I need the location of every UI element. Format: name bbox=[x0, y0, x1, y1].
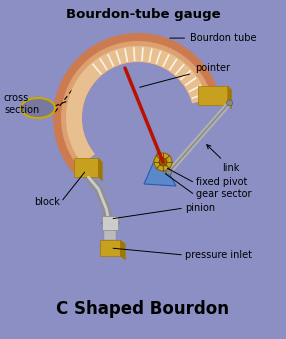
Text: pressure inlet: pressure inlet bbox=[185, 250, 252, 260]
Polygon shape bbox=[74, 158, 98, 177]
Text: C Shaped Bourdon: C Shaped Bourdon bbox=[57, 300, 229, 318]
Text: cross
section: cross section bbox=[4, 93, 39, 115]
Bar bbox=[104, 230, 116, 240]
Text: pointer: pointer bbox=[140, 63, 230, 87]
Circle shape bbox=[159, 158, 167, 166]
Circle shape bbox=[154, 153, 172, 171]
Circle shape bbox=[227, 100, 233, 106]
Polygon shape bbox=[228, 86, 232, 109]
Polygon shape bbox=[144, 152, 176, 186]
Polygon shape bbox=[66, 46, 208, 164]
Text: link: link bbox=[207, 145, 239, 173]
Text: gear sector: gear sector bbox=[196, 189, 251, 199]
Polygon shape bbox=[102, 216, 118, 230]
Text: fixed pivot: fixed pivot bbox=[196, 177, 247, 187]
Polygon shape bbox=[61, 41, 212, 167]
Text: pinion: pinion bbox=[185, 203, 215, 213]
Text: Bourdon tube: Bourdon tube bbox=[170, 33, 257, 43]
Ellipse shape bbox=[21, 98, 55, 118]
Polygon shape bbox=[101, 217, 119, 229]
Text: Bourdon-tube gauge: Bourdon-tube gauge bbox=[66, 8, 220, 21]
Circle shape bbox=[166, 169, 172, 175]
Polygon shape bbox=[120, 240, 125, 260]
Polygon shape bbox=[198, 86, 228, 105]
Polygon shape bbox=[53, 33, 220, 173]
Polygon shape bbox=[100, 240, 120, 256]
Polygon shape bbox=[98, 158, 102, 181]
Text: block: block bbox=[34, 197, 60, 207]
